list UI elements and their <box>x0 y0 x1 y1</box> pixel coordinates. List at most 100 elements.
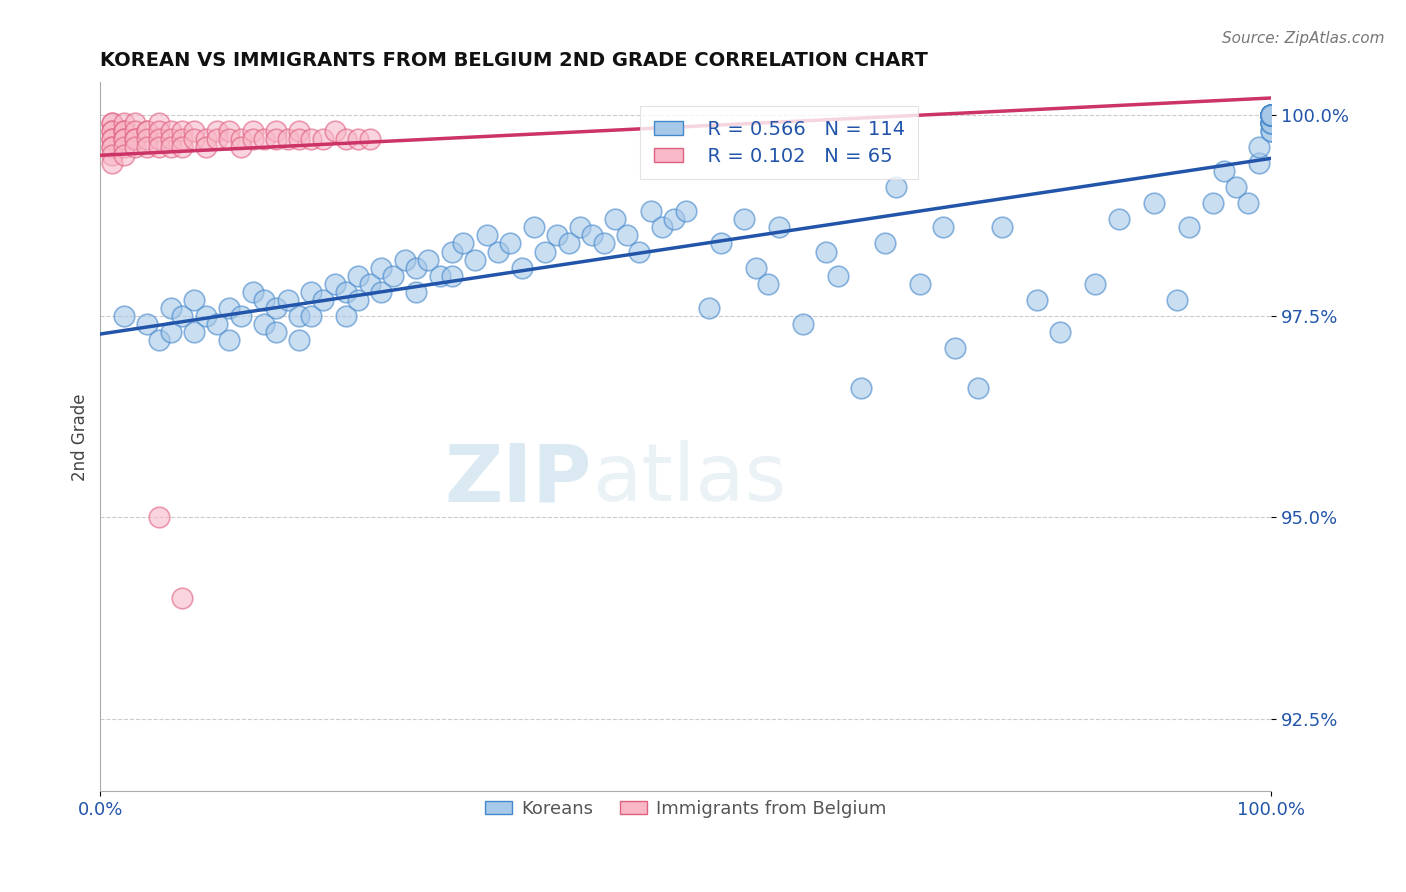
Point <box>124 140 146 154</box>
Point <box>159 140 181 154</box>
Point <box>194 140 217 154</box>
Point <box>370 285 392 299</box>
Point <box>101 132 124 146</box>
Point <box>605 212 627 227</box>
Point <box>112 140 135 154</box>
Point <box>499 236 522 251</box>
Point <box>651 220 673 235</box>
Point <box>299 285 322 299</box>
Point <box>183 132 205 146</box>
Point <box>1178 220 1201 235</box>
Point <box>1260 107 1282 121</box>
Point <box>312 293 335 307</box>
Point <box>1260 107 1282 121</box>
Text: KOREAN VS IMMIGRANTS FROM BELGIUM 2ND GRADE CORRELATION CHART: KOREAN VS IMMIGRANTS FROM BELGIUM 2ND GR… <box>100 51 928 70</box>
Point <box>136 317 159 331</box>
Point <box>1260 115 1282 129</box>
Point <box>148 115 170 129</box>
Point <box>1260 107 1282 121</box>
Point <box>148 132 170 146</box>
Point <box>851 382 873 396</box>
Point <box>136 140 159 154</box>
Point <box>288 124 311 138</box>
Point <box>453 236 475 251</box>
Point <box>101 140 124 154</box>
Point <box>299 132 322 146</box>
Point <box>464 252 486 267</box>
Point <box>569 220 592 235</box>
Point <box>768 220 790 235</box>
Point <box>183 325 205 339</box>
Point <box>112 124 135 138</box>
Point <box>277 293 299 307</box>
Point <box>194 309 217 323</box>
Point <box>710 236 733 251</box>
Point <box>172 132 194 146</box>
Point <box>229 132 252 146</box>
Point <box>440 268 463 283</box>
Point <box>148 333 170 347</box>
Point <box>1260 107 1282 121</box>
Point <box>1260 107 1282 121</box>
Point <box>101 148 124 162</box>
Point <box>277 132 299 146</box>
Point <box>253 293 276 307</box>
Point <box>264 325 287 339</box>
Point <box>640 204 662 219</box>
Point <box>323 277 346 291</box>
Point <box>136 124 159 138</box>
Point <box>288 132 311 146</box>
Point <box>1260 107 1282 121</box>
Point <box>112 309 135 323</box>
Point <box>1260 107 1282 121</box>
Text: atlas: atlas <box>592 441 786 518</box>
Point <box>207 132 229 146</box>
Point <box>1260 107 1282 121</box>
Point <box>1236 196 1258 211</box>
Point <box>148 510 170 524</box>
Point <box>627 244 650 259</box>
Point <box>264 301 287 315</box>
Point <box>1026 293 1049 307</box>
Point <box>124 132 146 146</box>
Point <box>510 260 533 275</box>
Point <box>592 236 614 251</box>
Point <box>242 132 264 146</box>
Point <box>148 124 170 138</box>
Point <box>991 220 1014 235</box>
Point <box>1260 124 1282 138</box>
Point <box>616 228 638 243</box>
Point <box>101 156 124 170</box>
Point <box>159 124 181 138</box>
Point <box>229 140 252 154</box>
Point <box>159 301 181 315</box>
Point <box>112 115 135 129</box>
Point <box>312 132 335 146</box>
Point <box>486 244 509 259</box>
Point <box>359 132 381 146</box>
Point <box>253 317 276 331</box>
Point <box>1260 107 1282 121</box>
Point <box>1249 140 1271 154</box>
Point <box>136 124 159 138</box>
Point <box>218 132 240 146</box>
Point <box>124 115 146 129</box>
Point <box>1225 180 1247 194</box>
Point <box>194 132 217 146</box>
Point <box>475 228 498 243</box>
Point <box>1260 115 1282 129</box>
Point <box>101 140 124 154</box>
Point <box>172 591 194 605</box>
Point <box>932 220 955 235</box>
Point <box>394 252 416 267</box>
Point <box>697 301 720 315</box>
Point <box>581 228 603 243</box>
Point <box>792 317 814 331</box>
Point <box>1260 115 1282 129</box>
Point <box>207 124 229 138</box>
Point <box>159 325 181 339</box>
Point <box>172 124 194 138</box>
Point <box>335 309 357 323</box>
Y-axis label: 2nd Grade: 2nd Grade <box>72 393 89 481</box>
Point <box>183 124 205 138</box>
